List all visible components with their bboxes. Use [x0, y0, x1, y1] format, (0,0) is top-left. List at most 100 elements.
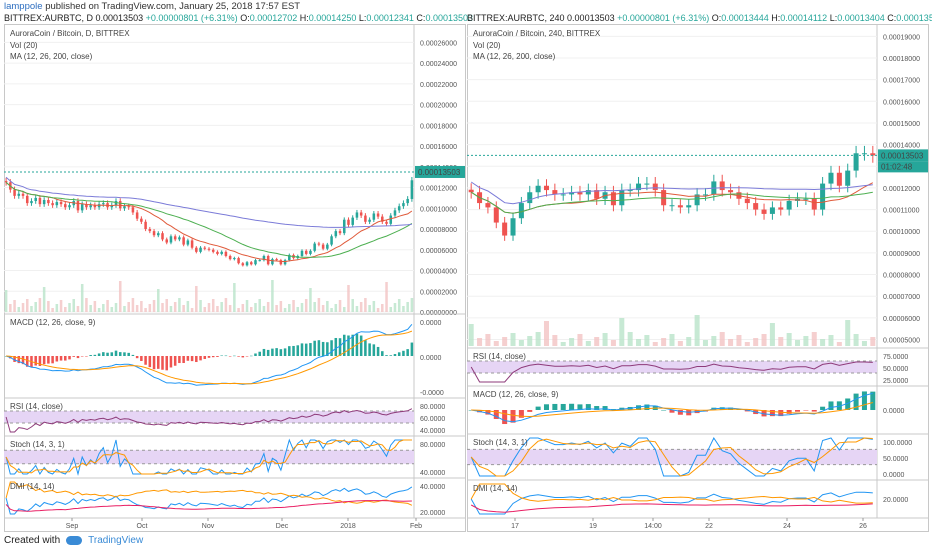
macd-histogram-bar — [795, 410, 801, 412]
volume-bar — [254, 303, 257, 312]
y-tick-label: 0.00014000 — [883, 143, 920, 150]
stoch-d-line — [5, 439, 412, 475]
volume-bar — [468, 324, 474, 346]
x-tick-label: 26 — [859, 523, 867, 530]
volume-bar — [186, 301, 190, 312]
last-price-box — [415, 165, 465, 178]
macd-histogram-bar — [271, 348, 274, 356]
volume-bar — [85, 298, 88, 312]
countdown-label: 01:02:48 — [881, 162, 913, 171]
candle-body — [157, 233, 160, 236]
macd-histogram-bar — [203, 356, 207, 359]
volume-bar — [190, 308, 194, 312]
sub-y-tick: 0.0000 — [883, 472, 905, 479]
right-chart-panel[interactable]: 0.00019000 0.00018000 0.00017000 0.00016000… — [467, 24, 929, 532]
macd-histogram-bar — [845, 398, 851, 410]
volume-bar — [326, 301, 329, 312]
candle-body — [131, 207, 135, 213]
volume-bar — [861, 341, 867, 346]
y-tick-label: 0.00006000 — [883, 316, 920, 323]
candle-body — [47, 200, 50, 204]
rsi-band — [4, 411, 414, 423]
candle-body — [59, 202, 63, 205]
candle-body — [359, 212, 363, 216]
volume-bar — [47, 301, 50, 312]
candle-body — [686, 205, 692, 208]
dmi-plus-line — [470, 491, 873, 515]
y-tick-label: 0.00024000 — [420, 61, 457, 68]
volume-bar — [347, 285, 350, 312]
macd-histogram-bar — [351, 334, 354, 356]
volume-bar — [820, 339, 826, 346]
macd-histogram-bar — [334, 337, 338, 356]
candle-body — [330, 236, 333, 245]
volume-bar — [351, 299, 354, 312]
macd-histogram-bar — [330, 340, 333, 356]
candle-body — [372, 213, 376, 220]
volume-bar — [300, 303, 304, 312]
volume-bar — [224, 298, 228, 312]
macd-histogram-bar — [811, 410, 817, 412]
candle-body — [342, 219, 346, 234]
candle-body — [195, 247, 198, 252]
volume-bar — [518, 340, 524, 346]
candle-body — [381, 216, 384, 222]
candle-body — [38, 197, 42, 205]
volume-bar — [93, 301, 97, 312]
volume-bar — [304, 299, 308, 312]
macd-histogram-bar — [296, 345, 300, 356]
right-chart-svg[interactable]: 0.00019000 0.00018000 0.00017000 0.00016000… — [467, 24, 929, 532]
dmi-minus-line — [470, 483, 873, 504]
candle-body — [761, 209, 767, 214]
macd-histogram-bar — [237, 356, 240, 357]
candle-body — [820, 183, 826, 210]
volume-bar — [199, 300, 202, 312]
candle-body — [669, 205, 675, 207]
macd-histogram-bar — [157, 356, 160, 369]
candle-body — [845, 170, 851, 186]
y-tick-label: 0.00018000 — [420, 123, 457, 130]
candle-body — [17, 193, 21, 196]
left-chart-svg[interactable]: 0.00026000 0.00024000 0.00022000 0.00020000… — [4, 24, 466, 532]
x-tick-label: Sep — [66, 523, 79, 530]
volume-bar — [736, 335, 742, 346]
candle-body — [552, 190, 558, 195]
macd-histogram-bar — [644, 404, 650, 410]
volume-bar — [786, 333, 792, 346]
y-tick-label: 0.00018000 — [883, 56, 920, 63]
macd-histogram-bar — [118, 352, 122, 356]
volume-bar — [385, 282, 388, 312]
volume-bar — [686, 337, 692, 346]
right-quote-line: BITTREX:AURBTC, 240 0.00013503 +0.000008… — [467, 13, 932, 23]
macd-histogram-bar — [266, 349, 270, 356]
candle-body — [468, 189, 474, 193]
macd-histogram-bar — [610, 409, 616, 410]
macd-histogram-bar — [13, 356, 16, 362]
macd-histogram-bar — [359, 335, 363, 356]
candle-body — [114, 201, 118, 206]
y-tick-label: 0.00005000 — [883, 338, 920, 345]
tradingview-link[interactable]: TradingView — [88, 535, 144, 546]
volume-bar — [744, 342, 750, 346]
volume-bar — [778, 337, 784, 346]
candle-body — [347, 219, 350, 225]
macd-histogram-bar — [585, 404, 591, 410]
candle-body — [93, 205, 97, 208]
sub-panel-label: MACD (12, 26, close, 9) — [10, 318, 96, 327]
volume-bar — [627, 332, 633, 346]
volume-bar — [131, 298, 135, 312]
y-tick-label: 0.00020000 — [420, 103, 457, 110]
volume-bar — [228, 305, 232, 312]
candle-body — [228, 256, 232, 260]
sub-y-tick: 20.0000 — [420, 510, 445, 517]
volume-bar — [245, 300, 249, 312]
candle-body — [744, 198, 750, 204]
stoch-k-line — [470, 436, 873, 477]
macd-histogram-bar — [38, 356, 42, 367]
candle-body — [178, 237, 181, 240]
volume-bar — [389, 307, 393, 312]
volume-bar — [359, 302, 363, 312]
publisher-link[interactable]: lamppole — [4, 1, 43, 12]
macd-histogram-bar — [89, 355, 92, 356]
left-chart-panel[interactable]: 0.00026000 0.00024000 0.00022000 0.00020000… — [4, 24, 466, 532]
